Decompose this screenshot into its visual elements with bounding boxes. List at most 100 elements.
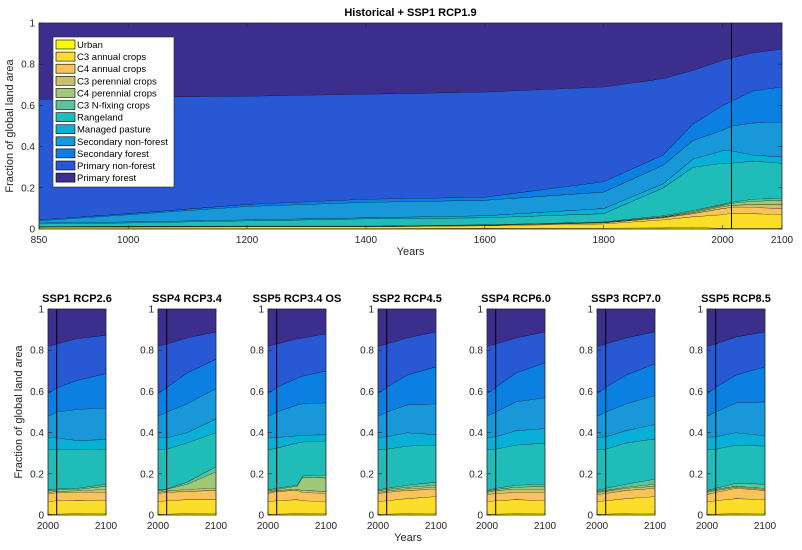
chart-title: SSP2 RCP4.5: [372, 293, 442, 305]
boundary-line-c3-perennial-crops: [377, 486, 437, 493]
legend-label: C3 perennial crops: [77, 76, 157, 87]
scenario-plot-4: 0 0.2 0.4 0.6 0.8 1 2000 2100 SSP2 RCP4.5 Years: [360, 293, 447, 544]
area-managed-pasture: [487, 428, 545, 450]
legend-swatch: [55, 76, 76, 86]
chart-title: Historical + SSP1 RCP1.9: [344, 7, 476, 19]
legend-swatch: [55, 63, 76, 74]
area-secondary-non-forest: [378, 403, 436, 438]
x-tick-label: 1600: [474, 235, 497, 246]
legend-label: Primary non-forest: [77, 161, 155, 172]
y-tick-label: 0.8: [360, 346, 374, 357]
y-tick-label: 0.8: [689, 346, 703, 357]
area-c3-perennial-crops: [707, 487, 765, 495]
area-c3-n-fixing-crops: [597, 478, 655, 492]
area-primary-forest: [268, 309, 326, 347]
legend-label: Urban: [77, 40, 103, 51]
x-tick-label: 1000: [117, 235, 140, 246]
area-rangeland: [378, 444, 436, 490]
x-tick-label: 2000: [696, 521, 719, 532]
legend-label: Managed pasture: [77, 125, 151, 136]
y-tick-label: 0: [258, 511, 264, 522]
y-tick-label: 0.4: [579, 428, 593, 439]
x-tick-label: 2000: [711, 235, 734, 246]
area-primary-non-forest: [268, 333, 326, 394]
area-primary-non-forest: [48, 335, 106, 394]
area-c4-annual-crops: [48, 492, 106, 502]
area-urban: [158, 513, 216, 515]
area-c3-annual-crops: [597, 496, 655, 515]
area-primary-non-forest: [707, 331, 765, 394]
area-rangeland: [158, 432, 216, 490]
area-c4-annual-crops: [268, 490, 326, 502]
y-tick-label: 0.4: [250, 428, 264, 439]
y-tick-label: 1: [258, 305, 264, 316]
boundary-line-secondary-non-forest: [38, 121, 783, 222]
area-urban: [378, 513, 436, 515]
y-tick-label: 0.6: [360, 387, 374, 398]
y-tick-label: 0.4: [469, 428, 483, 439]
x-tick-label: 2100: [534, 521, 557, 532]
axes-box: [267, 308, 327, 516]
x-tick-label: 2000: [147, 521, 170, 532]
x-tick-label: 2100: [205, 521, 228, 532]
area-rangeland: [268, 440, 326, 490]
legend-label: C3 N-fixing crops: [77, 101, 150, 112]
area-c3-annual-crops: [487, 499, 545, 515]
area-c4-perennial-crops: [597, 484, 655, 493]
y-tick-label: 0.2: [689, 469, 703, 480]
area-secondary-non-forest: [48, 407, 106, 441]
area-c4-annual-crops: [707, 488, 765, 502]
legend-swatch: [55, 51, 76, 62]
legend-swatch: [55, 88, 76, 98]
area-c4-annual-crops: [158, 490, 216, 502]
legend-swatch: [55, 172, 76, 183]
y-tick-label: 0.4: [689, 428, 703, 439]
area-primary-non-forest: [39, 48, 782, 220]
area-c4-perennial-crops: [487, 486, 545, 493]
area-primary-forest: [487, 309, 545, 347]
area-primary-non-forest: [487, 331, 545, 394]
x-tick-label: 2000: [586, 521, 609, 532]
area-c3-perennial-crops: [48, 489, 106, 494]
area-managed-pasture: [39, 150, 782, 224]
scenario-plot-2: 0 0.2 0.4 0.6 0.8 1 2000 2100 SSP4 RCP3.4: [140, 293, 227, 532]
y-tick-label: 1: [587, 305, 593, 316]
y-tick-label: 0: [587, 511, 593, 522]
area-rangeland: [597, 438, 655, 491]
y-tick-label: 0.6: [579, 387, 593, 398]
y-tick-label: 0.2: [360, 469, 374, 480]
axes-box: [157, 308, 217, 516]
area-c4-annual-crops: [378, 489, 436, 502]
area-urban: [48, 513, 106, 515]
area-primary-forest: [378, 309, 436, 347]
x-tick-label: 2100: [95, 521, 118, 532]
legend-swatch: [55, 148, 76, 159]
area-rangeland: [39, 161, 782, 227]
y-tick-label: 0.6: [250, 387, 264, 398]
area-c3-n-fixing-crops: [48, 484, 106, 491]
x-tick-label: 2100: [771, 235, 794, 246]
y-axis-label: Fraction of global land area: [13, 344, 25, 478]
legend-swatch: [55, 112, 76, 122]
area-c3-annual-crops: [48, 500, 106, 515]
x-tick-label: 850: [31, 235, 48, 246]
legend-swatch: [55, 160, 76, 171]
area-secondary-non-forest: [268, 402, 326, 438]
y-tick-label: 0: [38, 511, 44, 522]
area-secondary-forest: [268, 370, 326, 417]
axes-box: [706, 308, 766, 516]
area-managed-pasture: [48, 437, 106, 450]
area-managed-pasture: [378, 432, 436, 450]
y-tick-label: 0.6: [689, 387, 703, 398]
area-primary-forest: [707, 309, 765, 347]
legend-label: Rangeland: [77, 113, 123, 124]
y-tick-label: 1: [697, 305, 703, 316]
area-primary-forest: [39, 23, 782, 100]
x-tick-label: 2100: [754, 521, 777, 532]
area-primary-forest: [158, 309, 216, 347]
chart-title: SSP5 RCP8.5: [701, 293, 771, 305]
y-tick-label: 0.8: [250, 346, 264, 357]
area-c4-perennial-crops: [707, 486, 765, 493]
legend-swatch: [55, 124, 76, 134]
